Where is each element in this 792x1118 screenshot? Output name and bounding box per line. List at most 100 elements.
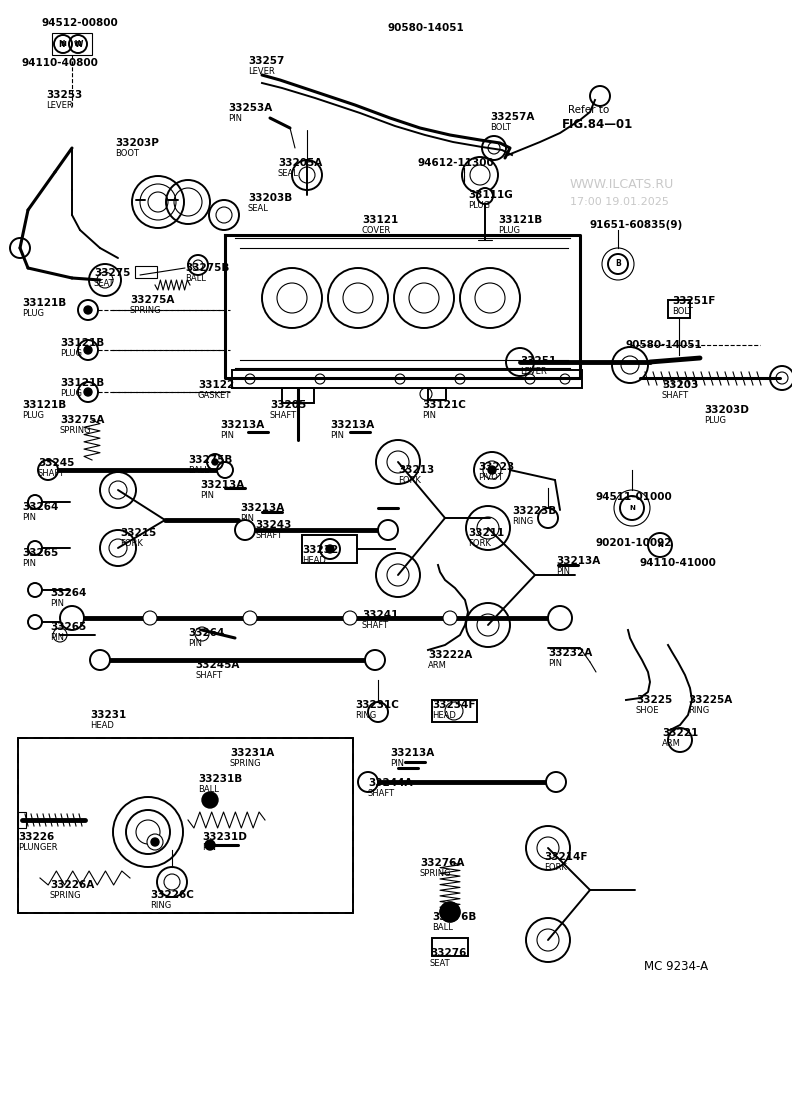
Text: FORK: FORK (468, 539, 491, 548)
Text: PIN: PIN (422, 411, 436, 420)
Text: 33121B: 33121B (60, 378, 105, 388)
Text: Refer to: Refer to (568, 105, 609, 115)
Text: PIN: PIN (202, 843, 216, 852)
Text: 33265: 33265 (50, 622, 86, 632)
Circle shape (477, 188, 493, 203)
Text: 33257: 33257 (248, 56, 284, 66)
Circle shape (60, 606, 84, 631)
Text: PLUG: PLUG (704, 416, 726, 425)
Text: N: N (58, 40, 64, 49)
Text: PIN: PIN (22, 559, 36, 568)
Bar (302, 536, 357, 563)
Text: 33111G: 33111G (468, 190, 512, 200)
Text: PIN: PIN (330, 432, 344, 440)
Text: 33215: 33215 (120, 528, 156, 538)
Text: 33243: 33243 (255, 520, 291, 530)
Text: 33275A: 33275A (60, 415, 105, 425)
Text: PIN: PIN (50, 599, 64, 608)
Text: 33244A: 33244A (368, 778, 413, 788)
Bar (282, 388, 314, 402)
Text: 33203D: 33203D (704, 405, 749, 415)
Text: 33231B: 33231B (198, 774, 242, 784)
Text: SEAL: SEAL (248, 203, 268, 214)
Text: 33213A: 33213A (556, 556, 600, 566)
Text: 94110-40800: 94110-40800 (22, 58, 99, 68)
Circle shape (212, 459, 218, 465)
Text: PLUG: PLUG (22, 309, 44, 318)
Circle shape (205, 840, 215, 850)
Text: BALL: BALL (198, 785, 219, 794)
Circle shape (217, 462, 233, 479)
Text: SHAFT: SHAFT (195, 671, 222, 680)
Text: 33221: 33221 (662, 728, 699, 738)
Text: W: W (74, 41, 82, 47)
Text: PLUNGER: PLUNGER (18, 843, 58, 852)
Text: HEAD: HEAD (432, 711, 456, 720)
Text: 33214F: 33214F (544, 852, 588, 862)
Circle shape (443, 612, 457, 625)
Text: 33275B: 33275B (188, 455, 232, 465)
Text: SEAT: SEAT (94, 280, 115, 288)
Text: 33223B: 33223B (512, 506, 556, 517)
Text: BOLT: BOLT (490, 123, 511, 132)
Text: 33275A: 33275A (130, 295, 174, 305)
Text: 33226C: 33226C (150, 890, 194, 900)
Text: 33213A: 33213A (330, 420, 375, 430)
Text: 91651-60835(9): 91651-60835(9) (590, 220, 683, 230)
Text: 33253: 33253 (46, 91, 82, 100)
Text: 33231D: 33231D (202, 832, 247, 842)
Text: 33213A: 33213A (390, 748, 434, 758)
Text: PIN: PIN (200, 491, 214, 500)
Text: 33205: 33205 (270, 400, 307, 410)
Text: 33203: 33203 (662, 380, 699, 390)
Text: 33231C: 33231C (355, 700, 399, 710)
Text: 33213: 33213 (398, 465, 434, 475)
Text: PIN: PIN (220, 432, 234, 440)
Bar (135, 266, 157, 278)
Text: N: N (657, 542, 663, 548)
Text: 33275B: 33275B (185, 263, 230, 273)
Circle shape (365, 650, 385, 670)
Text: 33205A: 33205A (278, 158, 322, 168)
Text: 33222A: 33222A (428, 650, 472, 660)
Text: 33264: 33264 (22, 502, 59, 512)
Text: 33231A: 33231A (230, 748, 274, 758)
Text: 33276: 33276 (430, 948, 466, 958)
Text: HEAD: HEAD (302, 556, 326, 565)
Text: ARM: ARM (428, 661, 447, 670)
Text: 33213A: 33213A (240, 503, 284, 513)
Text: FORK: FORK (398, 476, 421, 485)
Bar (432, 700, 477, 722)
Text: 94110-41000: 94110-41000 (640, 558, 717, 568)
Text: PIN: PIN (228, 114, 242, 123)
Text: 33121: 33121 (362, 215, 398, 225)
Text: 33234F: 33234F (432, 700, 475, 710)
Circle shape (90, 650, 110, 670)
Text: PLUG: PLUG (498, 226, 520, 235)
Text: 33226A: 33226A (50, 880, 94, 890)
Circle shape (188, 255, 208, 275)
Bar (18, 738, 353, 913)
Text: SEAL: SEAL (278, 169, 299, 178)
Text: 33265: 33265 (22, 548, 59, 558)
Text: 33275: 33275 (94, 268, 131, 278)
Text: 33253A: 33253A (228, 103, 272, 113)
Text: W: W (75, 40, 83, 49)
Text: 33225: 33225 (636, 695, 672, 705)
Circle shape (548, 606, 572, 631)
Text: 90580-14051: 90580-14051 (626, 340, 703, 350)
Circle shape (84, 345, 92, 354)
Circle shape (243, 612, 257, 625)
Bar (232, 370, 582, 388)
Text: SEAT: SEAT (430, 959, 451, 968)
Text: 90580-14051: 90580-14051 (388, 23, 465, 34)
Circle shape (202, 792, 218, 808)
Text: 33121C: 33121C (422, 400, 466, 410)
Text: 33121B: 33121B (22, 299, 67, 307)
Text: SHAFT: SHAFT (38, 468, 65, 479)
Text: SHAFT: SHAFT (270, 411, 297, 420)
Circle shape (28, 541, 42, 555)
Text: GASKET: GASKET (198, 391, 231, 400)
Text: BALL: BALL (185, 274, 206, 283)
Text: 33203B: 33203B (248, 193, 292, 203)
